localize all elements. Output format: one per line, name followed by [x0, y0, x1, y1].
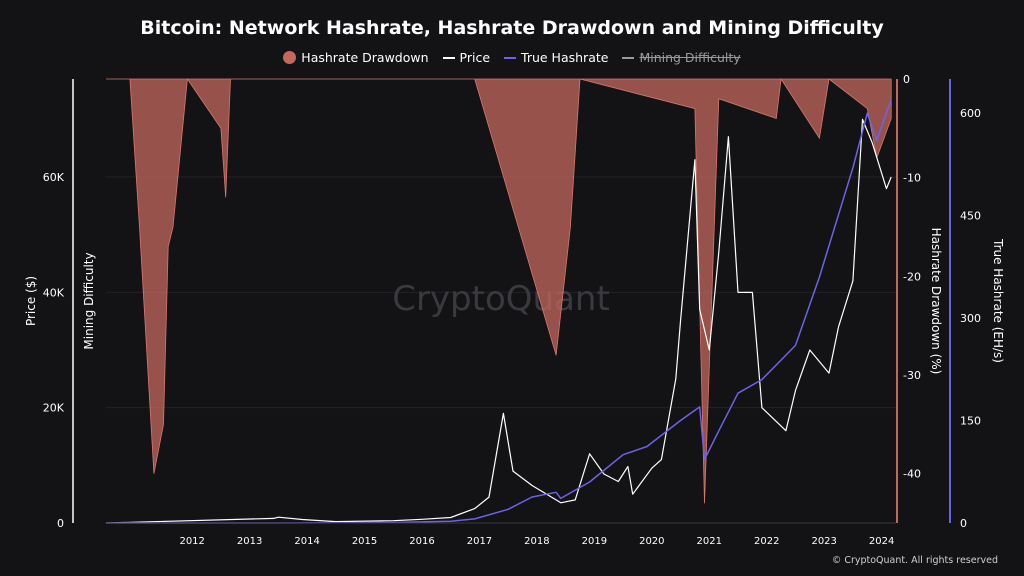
series-drawdown-area [106, 77, 892, 504]
legend-label: Hashrate Drawdown [301, 50, 429, 65]
price-tick-label: 0 [57, 517, 64, 530]
x-tick-label: 2024 [869, 536, 894, 547]
price-axis-title: Price ($) [24, 276, 38, 326]
hashrate-tick-label: 600 [960, 107, 981, 120]
x-tick-label: 2015 [352, 536, 377, 547]
x-tick-label: 2022 [754, 536, 779, 547]
x-tick-label: 2019 [582, 536, 607, 547]
legend-item-price[interactable]: Price [442, 50, 491, 65]
hashrate-tick-label: 150 [960, 415, 981, 428]
x-tick-label: 2018 [524, 536, 549, 547]
x-tick-label: 2016 [409, 536, 434, 547]
price-tick-label: 60K [43, 171, 65, 184]
legend-label: Mining Difficulty [639, 50, 741, 65]
price-tick-label: 40K [43, 286, 65, 299]
legend-label: True Hashrate [521, 50, 609, 65]
chart-title: Bitcoin: Network Hashrate, Hashrate Draw… [140, 17, 884, 39]
x-tick-label: 2021 [697, 536, 722, 547]
legend-swatch-line [442, 56, 455, 59]
difficulty-axis-title: Mining Difficulty [82, 252, 96, 349]
price-tick-label: 20K [43, 402, 65, 415]
series-hashrate-line [106, 99, 892, 524]
x-tick-label: 2023 [811, 536, 836, 547]
series-price-line [105, 118, 892, 524]
drawdown-tick-label: -20 [903, 270, 921, 283]
drawdown-tick-label: -10 [903, 172, 921, 185]
legend: Hashrate Drawdown Price True Hashrate Mi… [0, 50, 1024, 65]
x-tick-label: 2017 [467, 536, 492, 547]
hashrate-tick-label: 0 [960, 517, 967, 530]
hashrate-tick-label: 450 [960, 210, 981, 223]
legend-item-hashrate-drawdown[interactable]: Hashrate Drawdown [283, 50, 429, 65]
legend-swatch-line [504, 56, 517, 59]
legend-label: Price [459, 50, 491, 65]
x-tick-label: 2012 [179, 536, 204, 547]
x-tick-label: 2020 [639, 536, 664, 547]
drawdown-axis-title: Hashrate Drawdown (%) [929, 228, 943, 375]
drawdown-tick-label: -30 [903, 369, 921, 382]
drawdown-tick-label: 0 [903, 73, 910, 86]
watermark: CryptoQuant [392, 279, 610, 319]
hashrate-tick-label: 300 [960, 312, 981, 325]
hashrate-axis-title: True Hashrate (EH/s) [991, 238, 1005, 363]
x-tick-label: 2013 [237, 536, 262, 547]
legend-item-mining-difficulty[interactable]: Mining Difficulty [622, 50, 741, 65]
x-tick-label: 2014 [294, 536, 319, 547]
legend-item-true-hashrate[interactable]: True Hashrate [504, 50, 608, 65]
drawdown-tick-label: -40 [903, 468, 921, 481]
copyright-footer: © CryptoQuant. All rights reserved [831, 555, 998, 566]
legend-swatch-line [622, 56, 635, 59]
legend-swatch-dot [283, 51, 297, 64]
